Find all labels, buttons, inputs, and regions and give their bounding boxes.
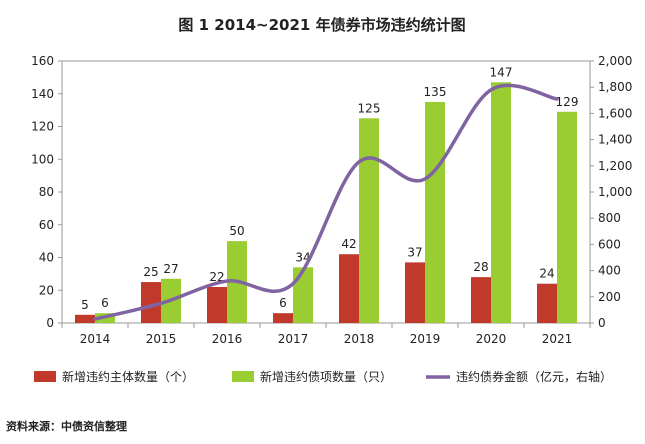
y-left-tick-label: 140 [31, 87, 54, 101]
source-note: 资料来源：中债资信整理 [6, 420, 127, 433]
bar-violation-bonds-2021 [557, 111, 577, 323]
y-right-tick-label: 800 [598, 211, 621, 225]
data-label-bonds-2014: 6 [101, 296, 109, 310]
line-default-amount [93, 83, 559, 321]
x-tick-label: 2015 [146, 332, 177, 346]
data-label-bonds-2016: 50 [229, 224, 244, 238]
y-right-tick-label: 1,400 [598, 133, 632, 147]
x-tick-label: 2019 [410, 332, 441, 346]
bar-violation-entities-2021 [537, 283, 557, 323]
y-left-tick-label: 0 [46, 316, 54, 330]
legend-swatch-entities [34, 371, 56, 382]
y-right-tick-label: 1,000 [598, 185, 632, 199]
y-left-tick-label: 160 [31, 54, 54, 68]
y-right-tick-label: 2,000 [598, 54, 632, 68]
bar-violation-entities-2015 [141, 282, 161, 323]
legend-label-amount: 违约债券金额（亿元，右轴） [456, 369, 612, 384]
y-right-tick-label: 400 [598, 264, 621, 278]
bar-violation-entities-2018 [339, 254, 359, 323]
legend-label-entities: 新增违约主体数量（个） [62, 369, 194, 384]
y-right-tick-label: 1,600 [598, 106, 632, 120]
x-tick-label: 2018 [344, 332, 375, 346]
y-right-tick-label: 600 [598, 237, 621, 251]
data-label-entities-2015: 25 [143, 265, 158, 279]
bar-violation-bonds-2020 [491, 82, 511, 323]
bar-violation-bonds-2018 [359, 118, 379, 323]
y-right-tick-label: 1,200 [598, 159, 632, 173]
x-tick-label: 2020 [476, 332, 507, 346]
data-label-bonds-2019: 135 [424, 85, 447, 99]
data-label-entities-2017: 6 [279, 296, 287, 310]
y-right-tick-label: 200 [598, 290, 621, 304]
data-label-entities-2018: 42 [341, 237, 356, 251]
x-tick-label: 2016 [212, 332, 243, 346]
bar-violation-entities-2014 [75, 314, 95, 323]
data-label-entities-2016: 22 [209, 270, 224, 284]
x-tick-label: 2014 [80, 332, 111, 346]
y-left-tick-label: 20 [39, 283, 54, 297]
bar-violation-bonds-2019 [425, 101, 445, 323]
y-left-tick-label: 120 [31, 120, 54, 134]
legend-swatch-bonds [232, 371, 254, 382]
data-label-entities-2021: 24 [539, 267, 554, 281]
chart-title: 图 1 2014~2021 年债券市场违约统计图 [178, 16, 465, 34]
y-left-tick-label: 100 [31, 152, 54, 166]
data-label-bonds-2020: 147 [490, 65, 513, 79]
x-tick-label: 2021 [542, 332, 573, 346]
bar-violation-bonds-2017 [293, 267, 313, 323]
data-label-bonds-2021: 129 [556, 95, 579, 109]
bar-violation-entities-2017 [273, 313, 293, 323]
legend-label-bonds: 新增违约债项数量（只） [260, 369, 392, 384]
data-label-entities-2014: 5 [81, 298, 89, 312]
bar-violation-entities-2019 [405, 262, 425, 323]
data-label-bonds-2015: 27 [163, 262, 178, 276]
data-label-bonds-2018: 125 [358, 101, 381, 115]
bar-violation-entities-2020 [471, 277, 491, 323]
y-right-tick-label: 0 [598, 316, 606, 330]
y-left-tick-label: 60 [39, 218, 54, 232]
y-right-tick-label: 1,800 [598, 80, 632, 94]
data-label-entities-2020: 28 [473, 260, 488, 274]
bar-violation-entities-2016 [207, 286, 227, 323]
y-left-tick-label: 80 [39, 185, 54, 199]
x-tick-label: 2017 [278, 332, 309, 346]
y-left-tick-label: 40 [39, 251, 54, 265]
data-label-entities-2019: 37 [407, 245, 422, 259]
